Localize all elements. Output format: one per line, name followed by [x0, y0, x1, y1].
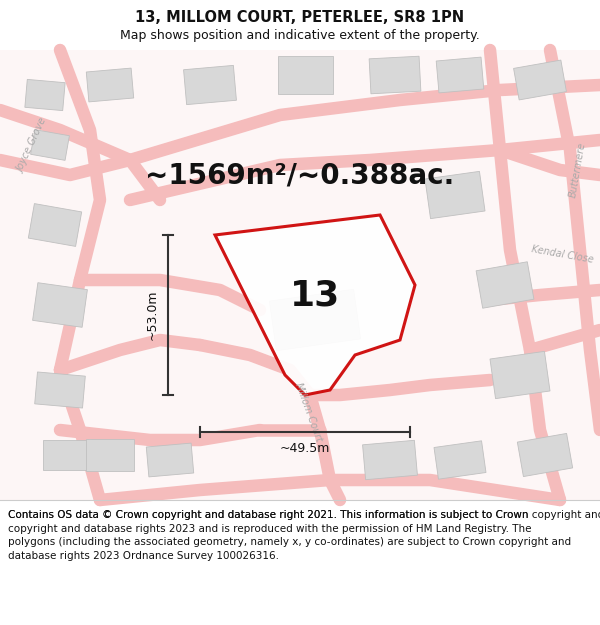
Polygon shape: [43, 440, 88, 470]
Polygon shape: [490, 351, 550, 399]
Polygon shape: [32, 282, 88, 328]
Polygon shape: [476, 262, 534, 308]
Text: Contains OS data © Crown copyright and database right 2021. This information is : Contains OS data © Crown copyright and d…: [8, 510, 571, 561]
Text: Kendal Close: Kendal Close: [530, 244, 594, 266]
Polygon shape: [215, 215, 415, 395]
Polygon shape: [369, 56, 421, 94]
Polygon shape: [517, 433, 572, 477]
Text: ~49.5m: ~49.5m: [280, 442, 330, 456]
Text: ~1569m²/~0.388ac.: ~1569m²/~0.388ac.: [145, 161, 455, 189]
Polygon shape: [31, 129, 70, 161]
Text: Contains OS data © Crown copyright and database right 2021. This information is : Contains OS data © Crown copyright and d…: [8, 510, 600, 520]
Text: 13: 13: [290, 278, 340, 312]
Text: ~53.0m: ~53.0m: [146, 290, 158, 340]
Text: Joyce Grove: Joyce Grove: [15, 116, 49, 174]
Polygon shape: [28, 204, 82, 246]
Bar: [0, 50, 600, 500]
Polygon shape: [86, 439, 134, 471]
Polygon shape: [146, 443, 194, 477]
Polygon shape: [269, 289, 361, 351]
Polygon shape: [425, 171, 485, 219]
Text: Buttermere: Buttermere: [568, 141, 588, 199]
Polygon shape: [25, 79, 65, 111]
Polygon shape: [86, 68, 134, 102]
Text: 13, MILLOM COURT, PETERLEE, SR8 1PN: 13, MILLOM COURT, PETERLEE, SR8 1PN: [136, 11, 464, 26]
Polygon shape: [277, 56, 332, 94]
Polygon shape: [436, 57, 484, 93]
Polygon shape: [434, 441, 486, 479]
Polygon shape: [362, 440, 418, 480]
Polygon shape: [184, 66, 236, 104]
Text: Map shows position and indicative extent of the property.: Map shows position and indicative extent…: [120, 29, 480, 42]
Text: Millom Court: Millom Court: [293, 381, 323, 443]
Polygon shape: [35, 372, 85, 408]
Polygon shape: [514, 60, 566, 100]
